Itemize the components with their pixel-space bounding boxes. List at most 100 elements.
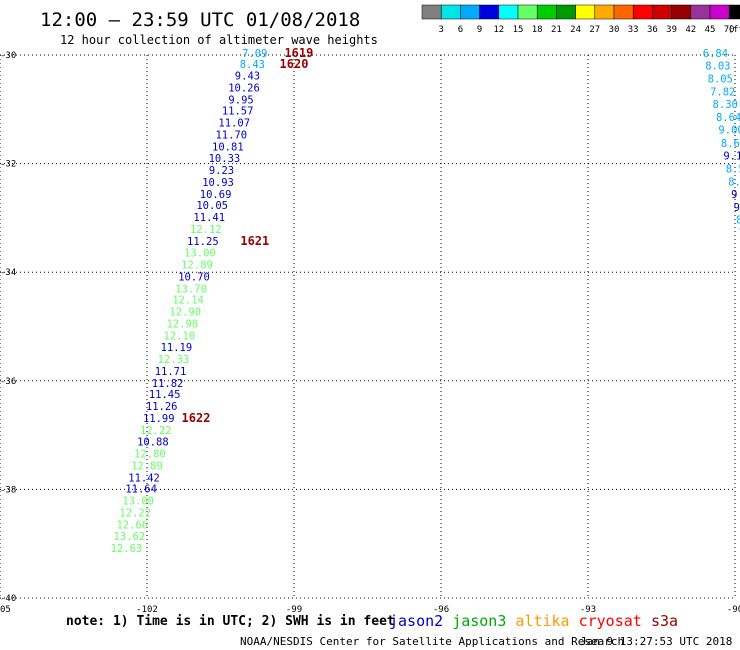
- wave-height-label: 10.33: [209, 153, 241, 165]
- legend-swatch: [690, 4, 711, 20]
- legend-swatch: [440, 4, 461, 20]
- legend-swatch: [460, 4, 480, 20]
- legend-swatch: [421, 4, 442, 20]
- legend-tick-label: 39: [666, 25, 677, 35]
- axis-labels: -105 -102 -99 -96 -93 -90 -30 -32 -34 -36 -38 -40: [0, 51, 740, 615]
- legend-tick-label: 24: [570, 25, 581, 35]
- footer-timestamp: Jan 9 13:27:53 UTC 2018: [580, 635, 732, 648]
- wave-height-label: 9.14: [731, 189, 740, 201]
- wave-height-label: 10.26: [228, 82, 260, 94]
- wave-height-label: 13.00: [184, 247, 216, 259]
- wave-height-label: 11.42: [128, 472, 160, 484]
- wave-height-label: 12.14: [172, 295, 204, 307]
- x-tick-label: -96: [433, 605, 449, 615]
- wave-height-label: 10.88: [137, 436, 169, 448]
- wave-height-label: 12.63: [111, 543, 143, 555]
- legend-swatch: [652, 4, 672, 20]
- wave-height-label: 8.03: [705, 61, 730, 73]
- legend-swatch: [613, 4, 634, 20]
- legend-tick-label: 9: [477, 25, 482, 35]
- wave-height-label: 9.95: [228, 94, 253, 106]
- wave-height-label: 9.29: [734, 202, 740, 214]
- wave-height-label: 12.10: [164, 331, 196, 343]
- time-labels: 16191620162116221228: [182, 46, 314, 425]
- legend-swatch: [536, 4, 557, 20]
- legend-swatch: [632, 4, 653, 20]
- wave-height-label: 11.82: [152, 378, 184, 390]
- time-label: 1621: [240, 234, 269, 248]
- x-tick-label: -93: [580, 605, 596, 615]
- legend-tick-label: 15: [513, 25, 524, 35]
- wave-height-label: 12.66: [116, 519, 148, 531]
- wave-height-label: 11.64: [125, 484, 157, 496]
- grid-lines: [0, 54, 736, 599]
- wave-height-label: 11.70: [215, 130, 247, 142]
- wave-height-label: 11.57: [222, 106, 254, 118]
- satellite-name: altika: [515, 612, 569, 630]
- legend-tick-label: 21: [551, 25, 562, 35]
- legend-swatch: [498, 4, 519, 20]
- wave-height-label: 10.69: [200, 189, 232, 201]
- legend-unit: (ft): [728, 25, 740, 35]
- satellite-name: jason3: [452, 612, 506, 630]
- wave-height-label: 10.05: [196, 200, 228, 212]
- satellite-name: jason2: [389, 612, 443, 630]
- legend-tick-label: 3: [438, 25, 443, 35]
- time-label: 1619: [284, 46, 313, 60]
- time-label: 1622: [182, 411, 211, 425]
- wave-height-label: 8.30: [713, 99, 738, 111]
- wave-height-label: 11.19: [161, 342, 193, 354]
- wave-height-label: 12.98: [166, 319, 198, 331]
- legend-tick-label: 36: [647, 25, 658, 35]
- y-tick-label: -40: [0, 594, 16, 604]
- wave-height-label: 8.68: [721, 138, 740, 150]
- wave-height-label: 8.86: [728, 176, 740, 188]
- wave-height-label: 13.70: [175, 283, 207, 295]
- wave-height-label: 11.45: [149, 389, 181, 401]
- y-tick-label: -32: [0, 160, 16, 170]
- satellite-name: s3a: [651, 612, 678, 630]
- wave-height-label: 9.43: [235, 70, 260, 82]
- wave-height-label: 12.22: [140, 425, 172, 437]
- wave-height-label: 8.05: [708, 74, 733, 86]
- legend-swatch: [728, 4, 740, 20]
- data-points: 7.098.439.4310.269.9511.5711.0711.7010.8…: [111, 48, 740, 555]
- legend-tick-label: 33: [628, 25, 639, 35]
- chart-subtitle: 12 hour collection of altimeter wave hei…: [60, 33, 378, 47]
- wave-height-label: 12.22: [119, 508, 151, 520]
- y-tick-label: -36: [0, 377, 16, 387]
- legend-swatch: [556, 4, 576, 20]
- legend-tick-label: 18: [532, 25, 543, 35]
- y-tick-label: -30: [0, 51, 16, 61]
- wave-height-label: 9.23: [209, 165, 234, 177]
- wave-height-label: 11.26: [146, 401, 178, 413]
- wave-height-label: 12.89: [181, 259, 213, 271]
- time-label: 1620: [280, 57, 309, 71]
- x-tick-label: -99: [286, 605, 302, 615]
- wave-height-label: 12.33: [158, 354, 190, 366]
- wave-height-label: 9.11: [723, 150, 740, 162]
- legend-tick-label: 45: [705, 25, 716, 35]
- wave-height-label: 10.81: [212, 142, 244, 154]
- legend-swatch: [479, 4, 500, 20]
- wave-height-label: 8.43: [240, 59, 265, 71]
- wave-height-label: 7.82: [710, 87, 735, 99]
- legend-swatch: [575, 4, 596, 20]
- chart-title: 12:00 — 23:59 UTC 01/08/2018: [40, 9, 360, 31]
- legend-tick-label: 42: [685, 25, 696, 35]
- wave-height-label: 11.99: [143, 413, 175, 425]
- wave-height-label: 13.62: [114, 531, 146, 543]
- x-tick-label: -90: [727, 605, 740, 615]
- wave-height-label: 12.12: [190, 224, 222, 236]
- legend-swatch: [517, 4, 538, 20]
- wave-height-label: 12.90: [169, 307, 201, 319]
- wave-height-label: 7.97: [739, 227, 740, 239]
- legend-tick-label: 70: [724, 25, 735, 35]
- wave-height-label: 12.80: [134, 448, 166, 460]
- wave-height-label: 8.51: [726, 163, 740, 175]
- legend-tick-label: 27: [589, 25, 600, 35]
- y-tick-label: -34: [0, 268, 16, 278]
- wave-height-label: 6.84: [703, 48, 728, 60]
